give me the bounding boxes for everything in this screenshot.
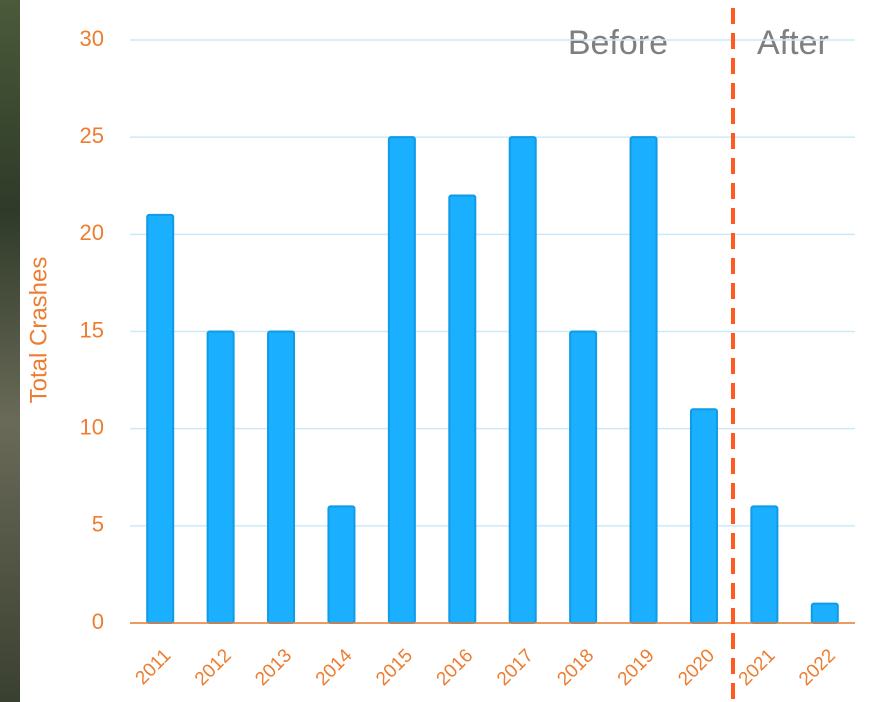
bar — [810, 602, 839, 624]
bar — [206, 330, 235, 624]
y-tick-label: 0 — [92, 609, 104, 634]
x-tick-label: 2018 — [553, 645, 598, 690]
y-tick-label: 15 — [80, 317, 104, 342]
y-tick-label: 30 — [80, 26, 104, 51]
bar — [750, 505, 779, 624]
x-tick-label: 2016 — [433, 645, 478, 690]
x-tick-label: 2011 — [132, 645, 176, 689]
bar — [508, 136, 537, 625]
x-tick-label: 2017 — [493, 645, 538, 690]
x-tick-label: 2022 — [795, 645, 840, 690]
y-tick-label: 20 — [80, 220, 104, 245]
bar — [629, 136, 658, 625]
x-tick-label: 2012 — [191, 645, 236, 690]
x-tick-label: 2015 — [372, 645, 417, 690]
bar — [689, 408, 718, 624]
aerial-strip — [0, 0, 20, 702]
y-tick-label: 25 — [80, 123, 104, 148]
bar — [267, 330, 296, 624]
bar — [569, 330, 598, 624]
bar — [448, 194, 477, 624]
y-axis-label: Total Crashes — [25, 257, 52, 404]
annotation: After — [757, 24, 829, 62]
x-tick-label: 2013 — [251, 645, 296, 690]
x-tick-label: 2019 — [614, 645, 659, 690]
annotation: Before — [568, 24, 668, 62]
x-tick-label: 2020 — [674, 645, 719, 690]
x-tick-label: 2014 — [312, 645, 357, 690]
y-tick-label: 5 — [92, 512, 104, 537]
plot-area: 0 5 10 15 20 25 30 2011 2012 2013 2014 2015 2016 2017… — [80, 26, 855, 690]
bar — [327, 505, 356, 624]
bar — [146, 213, 175, 624]
bar — [387, 136, 416, 625]
y-tick-label: 10 — [80, 414, 104, 439]
x-tick-label: 2021 — [735, 645, 780, 690]
